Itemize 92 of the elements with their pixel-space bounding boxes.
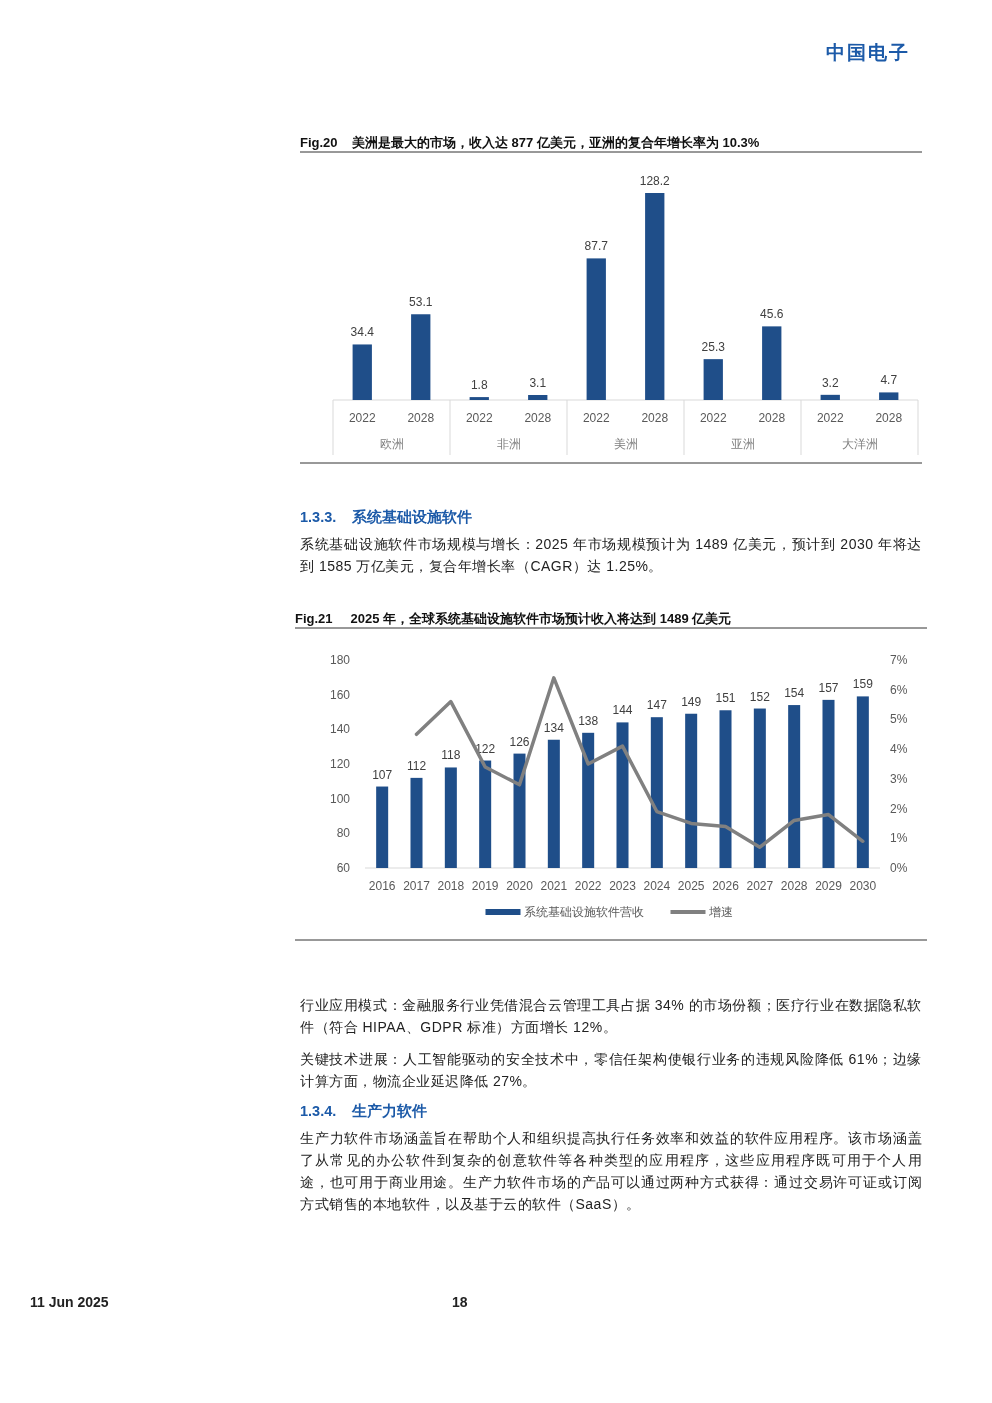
data-label: 25.3 bbox=[701, 340, 726, 355]
data-label: 45.6 bbox=[760, 307, 784, 322]
bar bbox=[352, 344, 372, 400]
chart-title: Fig.21 2025 年，全球系统基础设施软件市场预计收入将达到 1489 亿美元 bbox=[295, 611, 732, 626]
y-tick-label: 100 bbox=[329, 791, 351, 806]
text: 系统基础设施软件市场规模与增长：2025 年市场规模预计为 1489 亿美元，预计到 2030 年将达到 1585 万亿美元，复合年增长率（CAGR）达 1.25%。 bbox=[300, 535, 922, 576]
data-label: 1.8 bbox=[470, 378, 488, 393]
bar bbox=[762, 326, 782, 400]
x-tick-label: 2030 bbox=[849, 879, 877, 893]
y-tick-label: 60 bbox=[336, 861, 351, 875]
text: 18 bbox=[452, 1294, 468, 1310]
x-tick-label: 2027 bbox=[746, 879, 774, 893]
bar bbox=[820, 394, 840, 400]
x-tick-label: 2017 bbox=[403, 879, 431, 893]
x-tick-label: 2022 bbox=[574, 879, 602, 893]
data-label: 151 bbox=[715, 691, 736, 706]
data-label: 157 bbox=[818, 680, 839, 695]
y2-tick-label: 2% bbox=[890, 801, 908, 816]
x-tick-label: 2018 bbox=[437, 879, 465, 893]
data-label: 134 bbox=[543, 720, 565, 735]
text: 大洋洲 bbox=[841, 437, 878, 451]
bar bbox=[528, 395, 548, 400]
x-tick-label: 2024 bbox=[643, 879, 671, 893]
legend-label: 增速 bbox=[707, 905, 733, 919]
data-label: 3.1 bbox=[529, 375, 547, 390]
data-label: 154 bbox=[784, 686, 805, 701]
x-tick-label: 2022 bbox=[699, 411, 727, 425]
legend-label: 系统基础设施软件营收 bbox=[523, 905, 644, 919]
y2-tick-label: 3% bbox=[890, 771, 908, 786]
bar bbox=[703, 359, 723, 400]
x-tick-label: 2019 bbox=[471, 879, 499, 893]
x-tick-label: 2028 bbox=[524, 411, 552, 425]
y-tick-label: 140 bbox=[329, 722, 351, 737]
text: 欧洲 bbox=[379, 437, 404, 451]
text: 1.3.4. 生产力软件 bbox=[300, 1102, 429, 1121]
chart-title: Fig.20 美洲是最大的市场，收入达 877 亿美元，亚洲的复合年增长率为 10.3% bbox=[300, 135, 760, 150]
text: 美洲 bbox=[613, 437, 638, 451]
x-tick-label: 2028 bbox=[641, 411, 669, 425]
x-tick-label: 2021 bbox=[540, 879, 568, 893]
data-label: 3.2 bbox=[821, 375, 839, 390]
x-tick-label: 2028 bbox=[758, 411, 786, 425]
data-label: 107 bbox=[372, 767, 393, 782]
text: 亚洲 bbox=[730, 437, 755, 451]
y-tick-label: 120 bbox=[329, 757, 351, 771]
text: 11 Jun 2025 bbox=[30, 1294, 109, 1310]
text: 1.3.3. 系统基础设施软件 bbox=[300, 508, 474, 527]
data-label: 118 bbox=[441, 748, 461, 763]
x-tick-label: 2016 bbox=[368, 879, 396, 893]
data-label: 128.2 bbox=[639, 174, 671, 188]
y2-tick-label: 1% bbox=[890, 831, 908, 846]
data-label: 144 bbox=[612, 703, 633, 718]
data-label: 147 bbox=[646, 698, 668, 713]
data-label: 126 bbox=[509, 734, 530, 749]
bar bbox=[645, 193, 665, 400]
data-label: 149 bbox=[681, 694, 702, 709]
bar bbox=[586, 258, 606, 400]
y2-tick-label: 6% bbox=[890, 682, 908, 697]
y2-tick-label: 4% bbox=[890, 742, 908, 757]
data-label: 4.7 bbox=[880, 373, 898, 388]
y2-tick-label: 7% bbox=[890, 653, 908, 667]
x-tick-label: 2022 bbox=[465, 411, 493, 425]
y-tick-label: 180 bbox=[329, 653, 351, 667]
y-tick-label: 80 bbox=[336, 826, 351, 841]
text: 行业应用模式：金融服务行业凭借混合云管理工具占据 34% 的市场份额；医疗行业在数据隐私软件（符合 HIPAA、GDPR 标准）方面增长 12%。 bbox=[300, 996, 922, 1037]
text: 生产力软件市场涵盖旨在帮助个人和组织提高执行任务效率和效益的软件应用程序。该市场涵盖了从常见的办公软件到复杂的创意软件等各种类型的应用程序，这些应用程序既可用于个人用途，也可用于商业用途。生产力软件市场的产品可以通过两种方式获得：通过交易许可证或订阅方式销售的本地软件，以及基于云的软件（SaaS）。 bbox=[300, 1129, 922, 1214]
data-label: 138 bbox=[578, 713, 599, 728]
text: 关键技术进展：人工智能驱动的安全技术中，零信任架构使银行业务的违规风险降低 61%；边缘计算方面，物流企业延迟降低 27%。 bbox=[300, 1050, 922, 1091]
bar bbox=[411, 314, 431, 400]
data-label: 112 bbox=[406, 758, 427, 773]
text: 非洲 bbox=[496, 437, 521, 451]
data-label: 34.4 bbox=[350, 325, 375, 340]
x-tick-label: 2028 bbox=[407, 411, 435, 425]
bar bbox=[469, 397, 489, 400]
x-tick-label: 2025 bbox=[677, 879, 705, 893]
x-tick-label: 2020 bbox=[506, 879, 534, 893]
y2-tick-label: 5% bbox=[890, 712, 908, 727]
data-label: 159 bbox=[852, 677, 874, 692]
data-label: 53.1 bbox=[409, 295, 433, 310]
y-tick-label: 160 bbox=[329, 687, 351, 702]
x-tick-label: 2022 bbox=[582, 411, 610, 425]
data-label: 152 bbox=[749, 689, 771, 704]
x-tick-label: 2023 bbox=[609, 879, 637, 893]
x-tick-label: 2028 bbox=[780, 879, 808, 893]
text: 中国电子 bbox=[825, 41, 910, 65]
x-tick-label: 2029 bbox=[815, 879, 843, 893]
x-tick-label: 2028 bbox=[875, 411, 903, 425]
y2-tick-label: 0% bbox=[890, 861, 908, 875]
x-tick-label: 2026 bbox=[712, 879, 740, 893]
bar bbox=[879, 392, 899, 400]
x-tick-label: 2022 bbox=[348, 411, 376, 425]
data-label: 87.7 bbox=[584, 239, 609, 254]
x-tick-label: 2022 bbox=[816, 411, 844, 425]
